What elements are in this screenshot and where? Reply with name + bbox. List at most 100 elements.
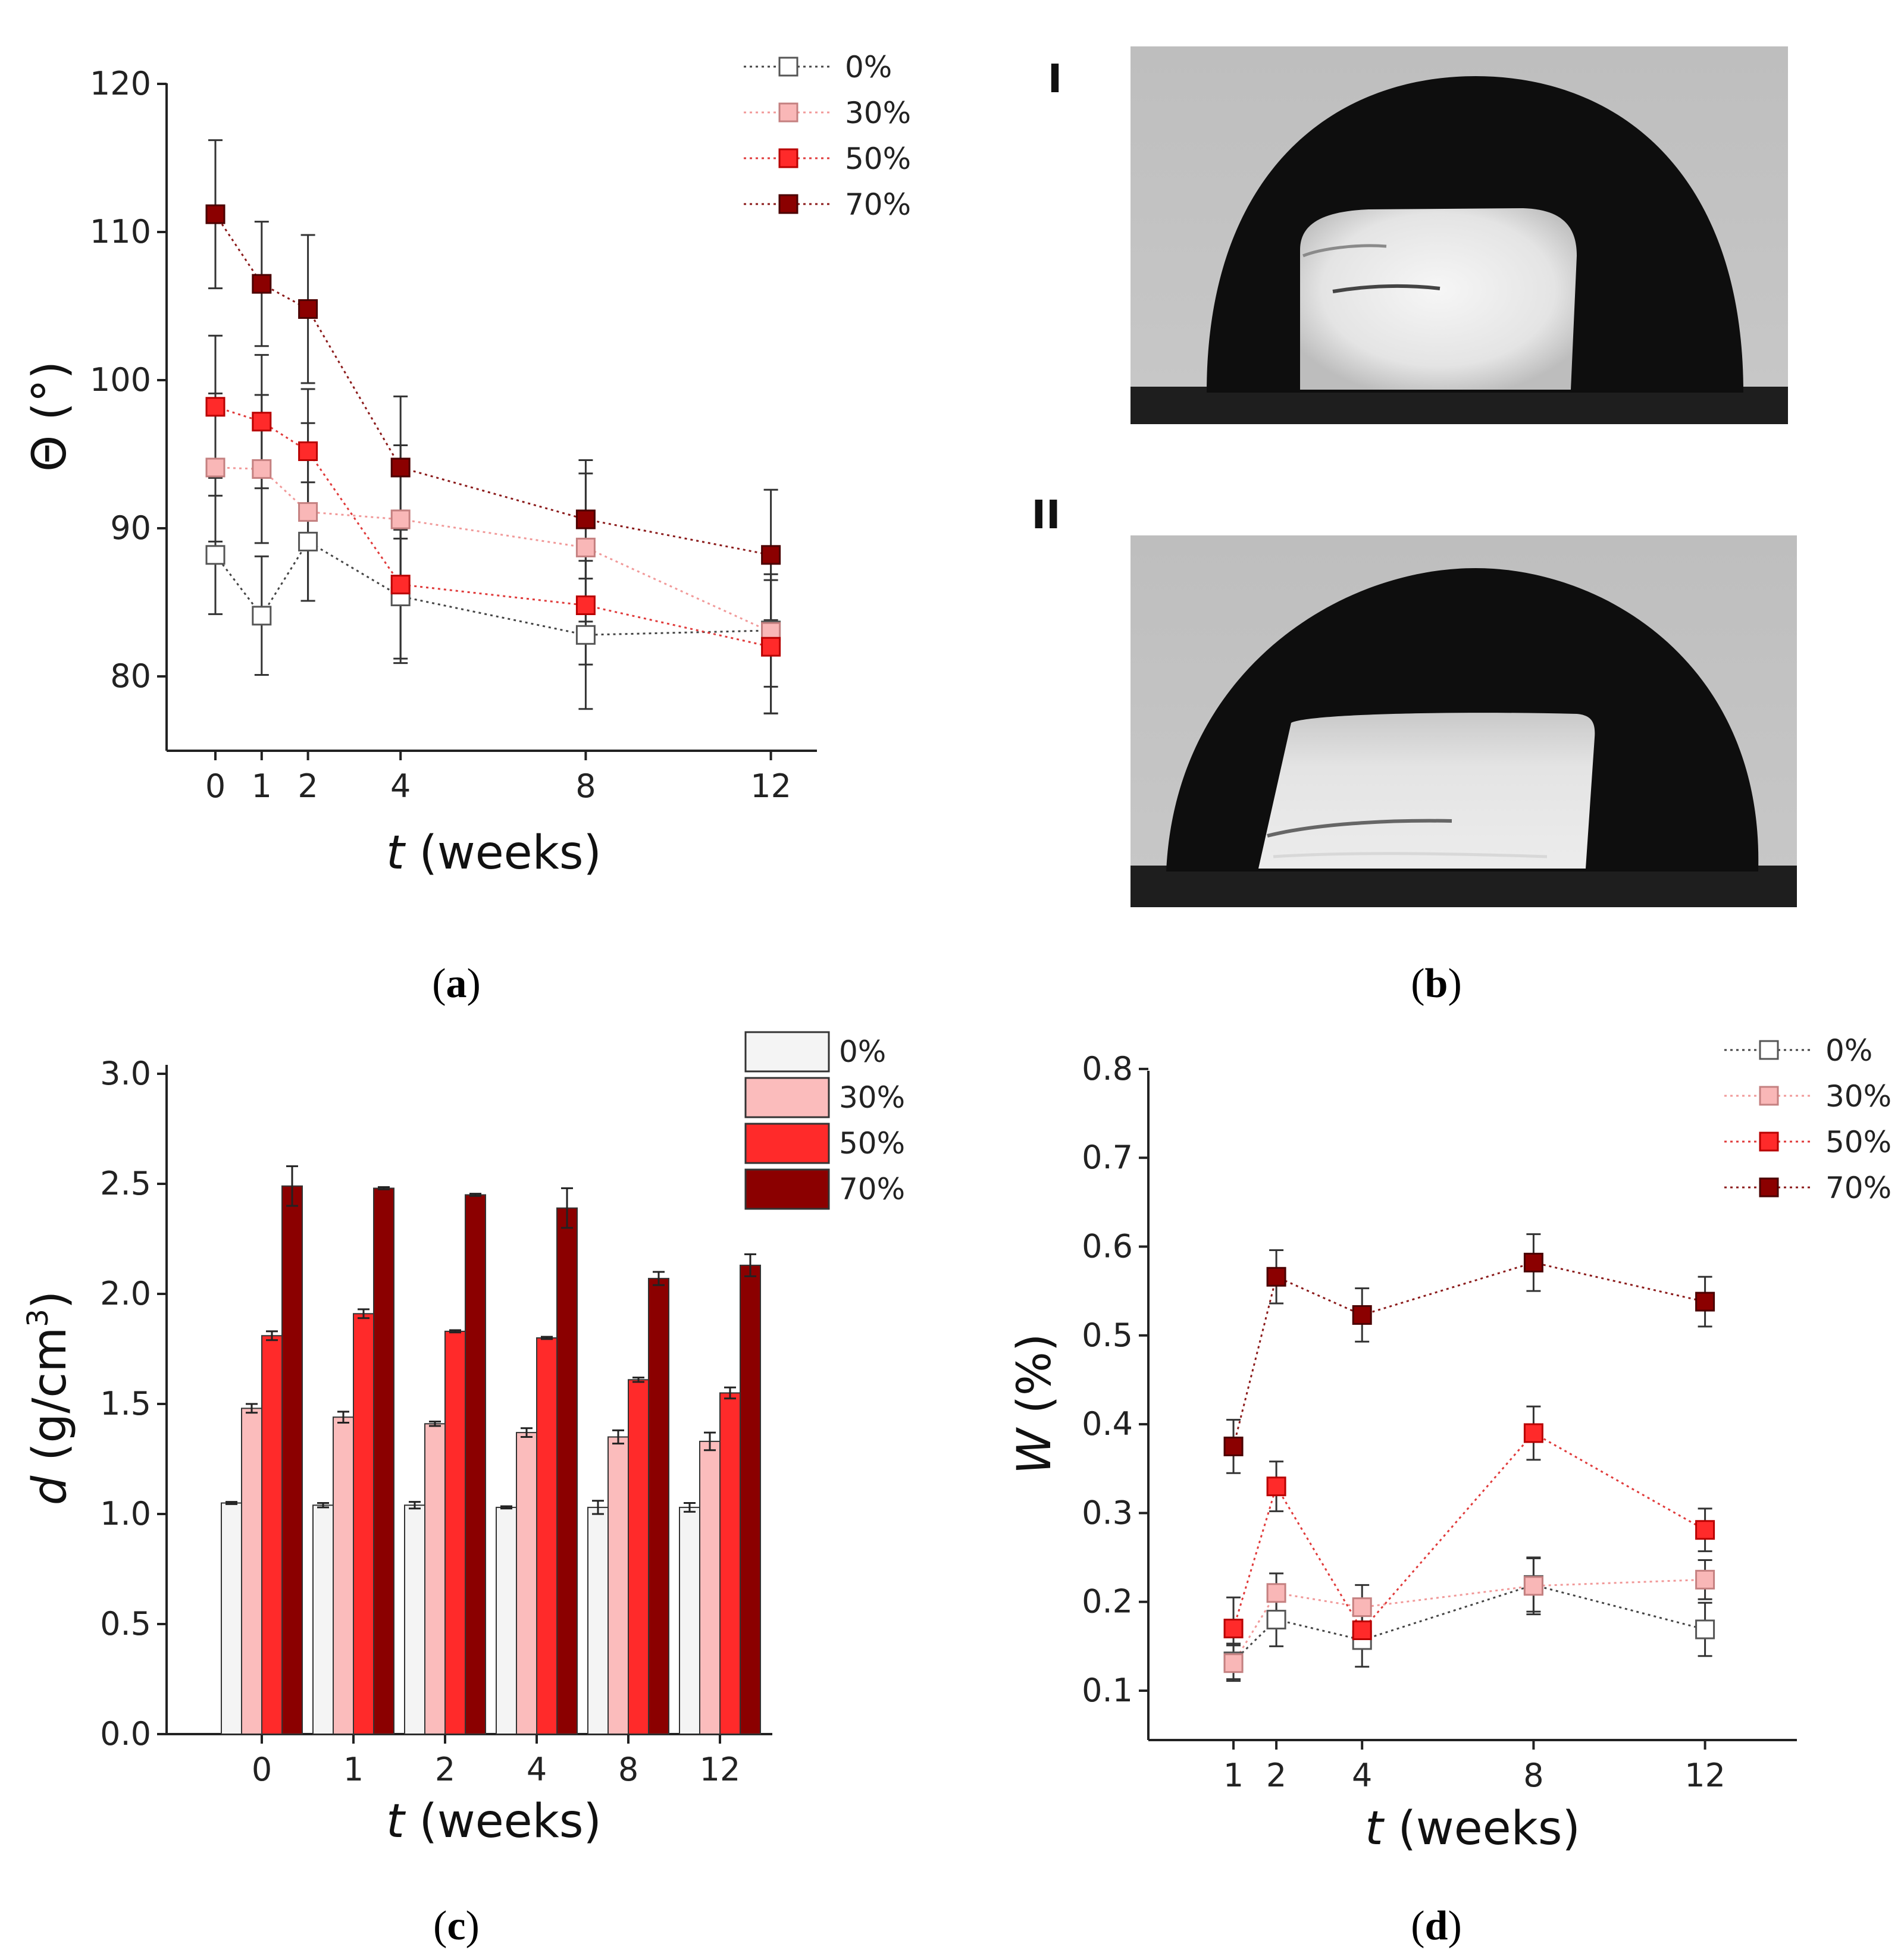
- chart-a-legend-label: 0%: [845, 50, 892, 84]
- chart-a-point-50%: [205, 397, 226, 417]
- panel-d-caption: (d): [1411, 1903, 1462, 1949]
- chart-a-point-70%: [205, 204, 226, 224]
- chart-c-bar-70%: [740, 1264, 761, 1735]
- chart-d-point-30%: [1695, 1569, 1715, 1590]
- chart-a-series-line-30%: [215, 466, 772, 633]
- chart-d-x-tick-label: 12: [1684, 1757, 1726, 1794]
- chart-c-bar-30%: [607, 1436, 629, 1735]
- chart-d-y-tick-label: 0.1: [1082, 1672, 1133, 1709]
- chart-c-y-axis-label: d (g/cm3): [21, 1291, 77, 1505]
- chart-c-x-axis-label: t (weeks): [386, 1795, 602, 1848]
- chart-c-legend: 0% 30% 50% 70%: [744, 1031, 905, 1210]
- chart-a-point-0%: [298, 531, 318, 551]
- panel-b-droplet-images: I II (b): [1031, 46, 1797, 1007]
- chart-d-y-tick-label: 0.2: [1082, 1583, 1133, 1620]
- chart-c-bar-0%: [679, 1506, 700, 1735]
- chart-c-x-tick-label: 12: [700, 1751, 741, 1788]
- chart-c-legend-swatch: [744, 1031, 830, 1073]
- chart-a-legend: 0% 30% 50% 70%: [744, 50, 911, 222]
- chart-a-point-30%: [298, 502, 318, 522]
- chart-c-bar-50%: [353, 1313, 374, 1735]
- chart-d-point-70%: [1695, 1292, 1715, 1312]
- chart-a-legend-marker: [778, 194, 798, 214]
- chart-c-bar-50%: [628, 1379, 649, 1735]
- chart-c-bar-30%: [333, 1416, 354, 1735]
- chart-a-x-tick-label: 12: [750, 767, 791, 805]
- chart-c-bar-70%: [556, 1207, 578, 1735]
- chart-c-y-tick-label: 2.5: [100, 1165, 151, 1202]
- chart-c-bar-30%: [241, 1408, 262, 1735]
- chart-a-point-70%: [390, 457, 411, 478]
- chart-d-y-tick-label: 0.7: [1082, 1139, 1133, 1176]
- chart-c-legend-label: 70%: [839, 1172, 905, 1206]
- chart-a-point-50%: [252, 412, 272, 432]
- chart-a-point-0%: [205, 545, 226, 565]
- chart-a-series-line-50%: [215, 406, 771, 648]
- chart-c-legend-label: 50%: [839, 1126, 905, 1161]
- chart-d-legend-label: 0%: [1825, 1033, 1872, 1068]
- chart-d-x-axis-label: t (weeks): [1365, 1802, 1580, 1855]
- chart-c-bar-0%: [312, 1504, 334, 1735]
- chart-c-x-tick-label: 8: [618, 1751, 638, 1788]
- chart-d-point-70%: [1523, 1252, 1543, 1272]
- chart-d-legend-marker: [1759, 1177, 1779, 1198]
- chart-d-point-50%: [1266, 1477, 1286, 1497]
- chart-d-series-line-50%: [1232, 1432, 1706, 1632]
- panel-a-caption: (a): [432, 961, 481, 1007]
- chart-a-y-axis-label: Θ (°): [23, 361, 77, 472]
- chart-c-bar-70%: [465, 1194, 486, 1735]
- chart-a-series-line-70%: [214, 214, 771, 556]
- chart-c-y-tick-label: 3.0: [100, 1055, 151, 1092]
- chart-c-bar-70%: [373, 1187, 394, 1735]
- chart-a-point-70%: [575, 509, 596, 529]
- chart-a-x-tick-label: 4: [390, 767, 411, 805]
- chart-d-point-50%: [1223, 1618, 1244, 1638]
- chart-a-legend-label: 70%: [845, 187, 911, 222]
- chart-a-y-tick-label: 90: [110, 509, 151, 547]
- chart-c-bar-50%: [719, 1392, 741, 1735]
- chart-a-legend-label: 30%: [845, 96, 911, 130]
- chart-d-point-0%: [1695, 1619, 1715, 1640]
- chart-c-bar-50%: [444, 1330, 466, 1735]
- chart-d-legend: 0% 30% 50% 70%: [1724, 1033, 1892, 1205]
- panel-c-caption: (c): [433, 1903, 480, 1949]
- chart-d-water-absorption: 0.1 0.2 0.3 0.4 0.5 0.6 0.7 0.8 1 2 4 8 12 0% 30% 50% 7…: [1008, 1033, 1892, 1949]
- chart-c-bar-0%: [587, 1506, 609, 1735]
- chart-c-bar-50%: [536, 1337, 558, 1735]
- droplet-image-I: [1130, 46, 1788, 424]
- chart-d-x-tick-label: 2: [1266, 1757, 1286, 1794]
- chart-c-legend-label: 30%: [839, 1080, 905, 1115]
- chart-c-legend-swatch: [744, 1123, 830, 1164]
- chart-a-point-50%: [575, 595, 596, 615]
- chart-d-series-line-30%: [1232, 1578, 1705, 1664]
- chart-d-point-50%: [1523, 1423, 1543, 1443]
- chart-a-point-30%: [205, 457, 226, 478]
- chart-c-bar-70%: [648, 1278, 669, 1735]
- chart-a-y-tick-label: 100: [90, 361, 151, 399]
- chart-c-bar-30%: [699, 1440, 721, 1735]
- chart-a-legend-label: 50%: [845, 142, 911, 176]
- chart-a-series-line-0%: [214, 540, 771, 636]
- chart-c-bar-0%: [221, 1502, 242, 1735]
- chart-c-x-tick-label: 2: [435, 1751, 455, 1788]
- chart-d-y-tick-label: 0.4: [1082, 1405, 1133, 1443]
- chart-d-legend-label: 50%: [1825, 1125, 1892, 1159]
- chart-c-x-tick-label: 0: [252, 1751, 272, 1788]
- chart-d-x-tick-label: 8: [1523, 1757, 1543, 1794]
- chart-a-point-70%: [298, 299, 318, 319]
- chart-c-y-tick-label: 1.0: [100, 1495, 151, 1532]
- chart-a-x-tick-label: 8: [575, 767, 596, 805]
- chart-d-legend-label: 30%: [1825, 1079, 1892, 1114]
- chart-a-x-tick-label: 1: [252, 767, 272, 805]
- chart-c-x-tick-label: 1: [343, 1751, 364, 1788]
- chart-d-point-70%: [1266, 1267, 1286, 1287]
- chart-a-point-70%: [252, 274, 272, 294]
- chart-c-density: 0.00.51.01.52.02.53.00 1 2 4 8 12 0%30%50%70%…: [21, 1031, 905, 1949]
- chart-c-bar-70%: [281, 1185, 303, 1735]
- chart-d-point-30%: [1352, 1597, 1372, 1618]
- chart-a-point-70%: [761, 545, 781, 565]
- chart-a-point-0%: [575, 625, 596, 645]
- chart-a-legend-marker: [778, 148, 798, 168]
- chart-c-x-tick-label: 4: [527, 1751, 547, 1788]
